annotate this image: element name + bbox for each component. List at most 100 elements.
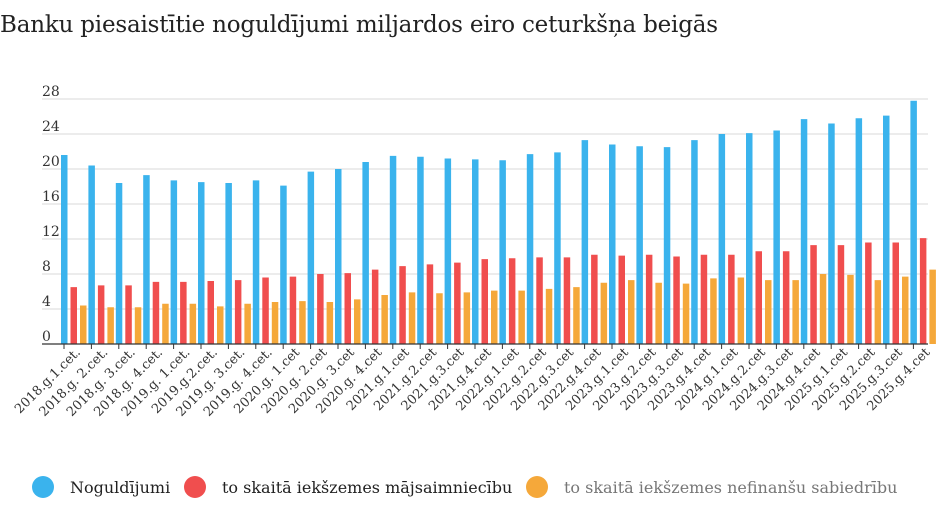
bar-deposits: [773, 130, 780, 344]
bar-deposits: [225, 183, 232, 344]
bar-households: [591, 254, 598, 344]
bar-deposits: [636, 146, 643, 344]
bar-households: [289, 276, 297, 344]
legend-marker-nonfinancial: [526, 476, 548, 498]
bar-households: [152, 281, 160, 344]
bar-nonfinancial: [682, 283, 690, 344]
bar-nonfinancial: [792, 280, 799, 344]
bar-nonfinancial: [545, 288, 553, 344]
bar-deposits: [663, 147, 671, 344]
y-tick-label: 20: [42, 154, 60, 170]
bar-households: [207, 281, 214, 344]
bar-households: [97, 285, 105, 344]
bar-households: [262, 277, 269, 344]
y-tick-label: 12: [42, 224, 60, 240]
bar-nonfinancial: [107, 307, 114, 344]
bar-deposits: [444, 158, 452, 344]
legend-label-nonfinancial: to skaitā iekšzemes nefinanšu sabiedrību: [564, 477, 898, 497]
y-tick-label: 24: [42, 119, 60, 135]
bar-deposits: [335, 169, 342, 344]
bar-deposits: [691, 140, 698, 344]
bar-nonfinancial: [354, 299, 361, 344]
bar-households: [399, 266, 406, 344]
bar-deposits: [883, 115, 890, 344]
legend-marker-deposits: [32, 476, 54, 498]
bar-households: [508, 258, 516, 344]
bar-households: [234, 280, 242, 344]
bar-households: [700, 254, 708, 344]
bar-deposits: [61, 155, 68, 344]
bar-nonfinancial: [326, 302, 334, 344]
bar-households: [919, 238, 927, 344]
bar-nonfinancial: [244, 303, 251, 344]
bar-deposits: [88, 165, 95, 344]
y-tick-label: 0: [42, 329, 51, 345]
bar-deposits: [143, 175, 150, 344]
bar-deposits: [115, 183, 123, 344]
y-tick-label: 8: [42, 259, 51, 275]
bar-deposits: [280, 185, 287, 344]
y-tick-label: 28: [42, 84, 60, 100]
bar-nonfinancial: [408, 292, 416, 344]
bar-nonfinancial: [737, 277, 745, 344]
y-tick-label: 4: [42, 294, 51, 310]
bar-nonfinancial: [436, 293, 443, 344]
bar-nonfinancial: [902, 276, 909, 344]
bar-nonfinancial: [162, 303, 169, 344]
legend-item-nonfinancial[interactable]: to skaitā iekšzemes nefinanšu sabiedrību: [526, 476, 897, 498]
bar-nonfinancial: [381, 295, 388, 344]
bar-deposits: [800, 119, 808, 344]
bar-deposits: [417, 156, 424, 344]
bar-households: [454, 262, 461, 344]
bar-households: [837, 245, 845, 344]
y-tick-label: 16: [42, 189, 60, 205]
bar-nonfinancial: [573, 287, 580, 344]
bar-deposits: [252, 180, 260, 344]
bar-households: [618, 255, 625, 344]
bar-nonfinancial: [134, 307, 142, 344]
bar-households: [317, 274, 324, 344]
bar-nonfinancial: [628, 280, 635, 344]
bar-deposits: [828, 123, 835, 344]
bar-nonfinancial: [655, 282, 662, 344]
bar-deposits: [198, 182, 205, 344]
bar-households: [344, 273, 351, 344]
bar-deposits: [910, 100, 917, 344]
bar-nonfinancial: [491, 290, 498, 344]
bar-nonfinancial: [929, 269, 936, 344]
bar-nonfinancial: [765, 280, 772, 344]
bar-nonfinancial: [710, 278, 717, 344]
bar-nonfinancial: [847, 274, 854, 344]
bar-deposits: [307, 171, 315, 344]
bar-households: [728, 254, 735, 344]
chart-title: Banku piesaistītie noguldījumi miljardos…: [0, 12, 718, 38]
bar-nonfinancial: [463, 292, 471, 344]
bar-deposits: [472, 159, 479, 344]
legend-item-deposits[interactable]: Noguldījumi: [32, 476, 170, 498]
bar-households: [810, 245, 817, 344]
bar-households: [70, 287, 77, 344]
bar-households: [426, 264, 434, 344]
bar-households: [536, 257, 543, 344]
bar-deposits: [554, 152, 561, 344]
bar-nonfinancial: [217, 306, 224, 344]
bar-households: [125, 285, 132, 344]
bar-households: [755, 251, 762, 344]
bar-nonfinancial: [271, 302, 279, 344]
bar-households: [180, 281, 187, 344]
legend-item-households[interactable]: to skaitā iekšzemes mājsaimniecību: [184, 476, 512, 498]
bar-households: [782, 251, 790, 344]
bar-households: [865, 242, 872, 344]
bar-households: [371, 269, 379, 344]
bar-nonfinancial: [299, 301, 306, 344]
bar-households: [481, 259, 488, 344]
bar-nonfinancial: [80, 305, 87, 344]
legend-marker-households: [184, 476, 206, 498]
bar-nonfinancial: [189, 303, 197, 344]
bar-deposits: [609, 144, 616, 344]
bar-deposits: [581, 140, 589, 344]
bar-deposits: [362, 162, 369, 344]
bar-nonfinancial: [819, 274, 827, 344]
bar-deposits: [170, 180, 178, 344]
